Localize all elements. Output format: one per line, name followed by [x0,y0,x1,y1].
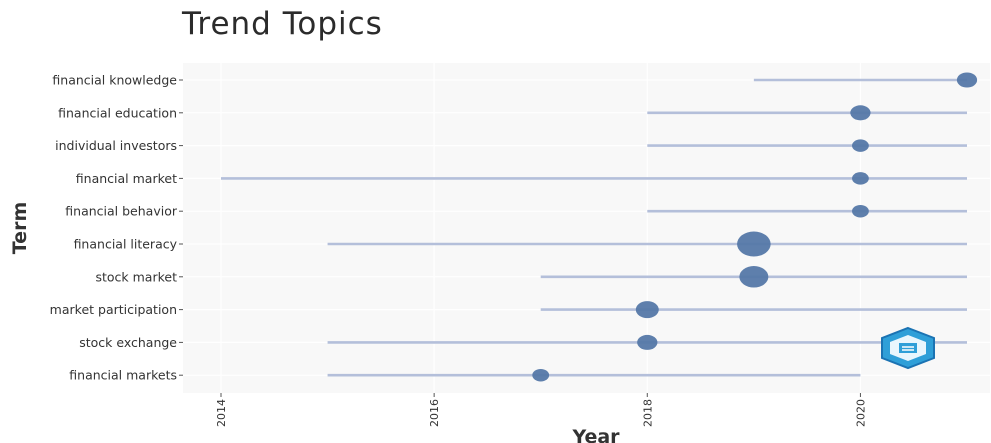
y-tick-label: financial literacy [74,237,178,252]
x-tick-label: 2016 [428,399,441,427]
x-tick-label: 2018 [641,399,654,427]
term-point [739,266,769,288]
term-point [637,334,658,350]
x-tick-label: 2014 [215,399,228,427]
term-point [635,301,659,319]
y-tick-label: market participation [50,302,177,317]
segment-layer [221,78,967,377]
term-point [852,139,869,152]
x-axis-title: Year [571,426,620,443]
term-point [956,72,978,88]
y-tick-labels: financial knowledge financial education in… [50,73,178,383]
term-point [737,231,771,257]
term-point [850,105,871,121]
x-tick-labels: 2014 2016 2018 2020 [215,399,867,427]
term-point [852,204,869,218]
y-tick-label: individual investors [55,138,177,153]
y-tick-label: financial markets [69,368,177,383]
point-layer [532,72,978,382]
y-tick-label: financial knowledge [52,73,177,88]
term-point [532,368,550,382]
y-axis-title: Term [9,202,31,255]
y-tick-label: financial market [76,171,177,186]
y-tick-label: stock exchange [79,335,177,350]
y-tick-label: stock market [95,269,177,284]
y-tick-label: financial behavior [65,204,178,219]
term-point [852,172,869,185]
watermark-logo-icon [881,326,935,370]
chart-title: Trend Topics [182,6,383,42]
y-tick-label: financial education [58,105,177,120]
x-tick-label: 2020 [854,399,867,427]
